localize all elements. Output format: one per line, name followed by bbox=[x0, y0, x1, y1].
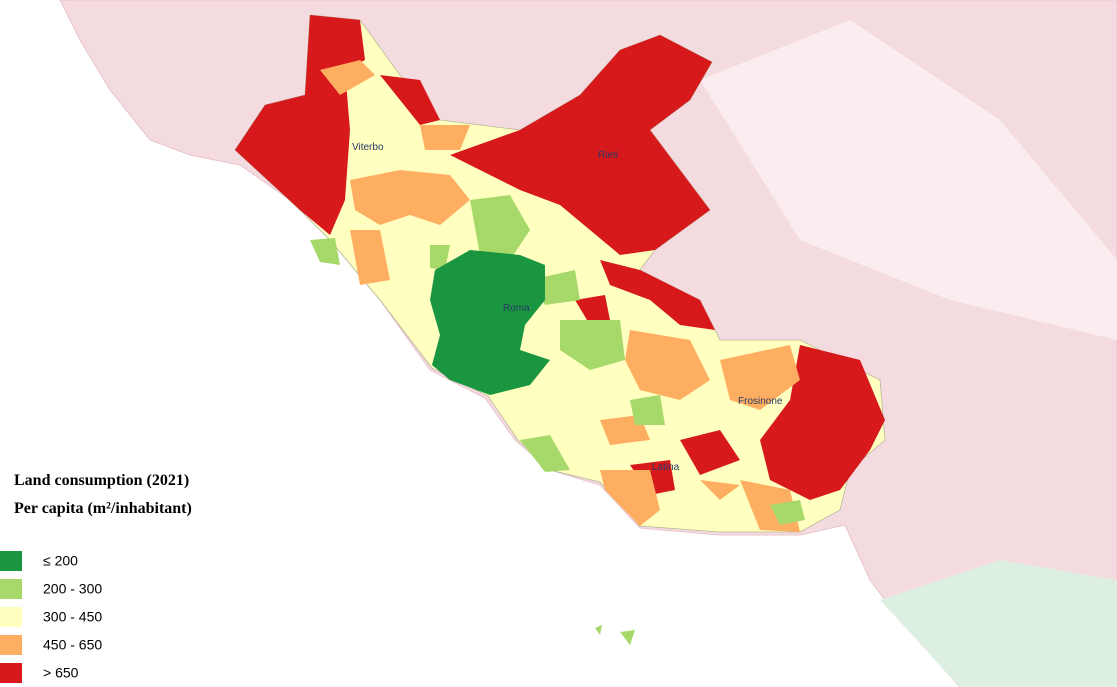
orange-areas bbox=[320, 60, 800, 532]
legend-title: Land consumption (2021) bbox=[14, 472, 189, 489]
place-label: Latina bbox=[652, 462, 680, 473]
legend-swatch bbox=[0, 607, 22, 627]
legend-swatch bbox=[0, 635, 22, 655]
legend-swatch bbox=[0, 579, 22, 599]
legend-subtitle: Per capita (m²/inhabitant) bbox=[14, 500, 192, 517]
legend-label: 300 - 450 bbox=[43, 609, 102, 625]
legend-swatch bbox=[0, 551, 22, 571]
surrounding-land-light bbox=[700, 20, 1117, 340]
place-label: Rieti bbox=[598, 150, 618, 161]
roma-area bbox=[430, 250, 550, 395]
place-label: Frosinone bbox=[738, 396, 783, 407]
legend-label: ≤ 200 bbox=[43, 553, 78, 569]
legend-swatch bbox=[0, 663, 22, 683]
legend-label: > 650 bbox=[43, 665, 79, 681]
place-label: Viterbo bbox=[352, 142, 384, 153]
coast-island bbox=[595, 625, 635, 645]
legend: ≤ 200 200 - 300 300 - 450 450 - 650 > 650 bbox=[0, 551, 102, 683]
surrounding-land-green bbox=[880, 560, 1117, 687]
legend-label: 200 - 300 bbox=[43, 581, 102, 597]
red-areas bbox=[235, 15, 885, 500]
place-label: Roma bbox=[503, 303, 530, 314]
legend-label: 450 - 650 bbox=[43, 637, 102, 653]
